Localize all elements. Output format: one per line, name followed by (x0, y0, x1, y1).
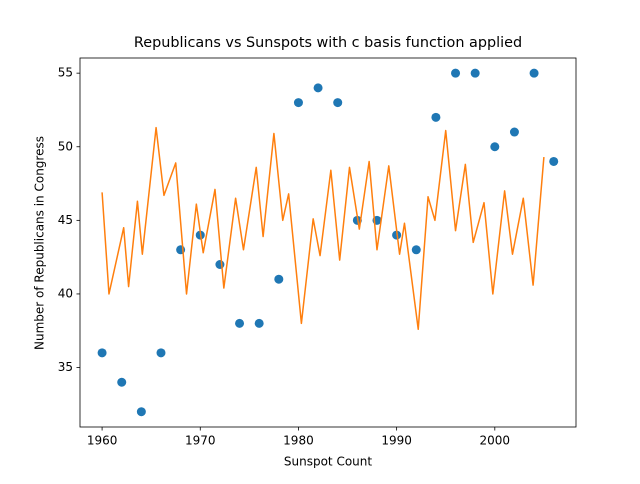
point (254, 318, 264, 328)
y-tick-label: 50 (58, 139, 73, 153)
point (97, 348, 107, 358)
x-tick-label: 2000 (480, 434, 511, 448)
y-tick-label: 55 (58, 66, 73, 80)
y-tick-label: 45 (58, 213, 73, 227)
point (274, 274, 284, 284)
point (431, 112, 441, 122)
y-tick-label: 40 (58, 286, 73, 300)
x-tick-label: 1960 (87, 434, 118, 448)
point (333, 98, 343, 108)
plot-frame (79, 57, 577, 428)
x-tick-label: 1980 (283, 434, 314, 448)
point (293, 98, 303, 108)
point (451, 68, 461, 78)
point (156, 348, 166, 358)
point (411, 245, 421, 255)
point (136, 407, 146, 417)
point (117, 377, 127, 387)
x-tick-label: 1970 (185, 434, 216, 448)
chart-title: Republicans vs Sunspots with c basis fun… (134, 35, 522, 51)
y-axis-label: Number of Republicans in Congress (33, 136, 47, 350)
point (549, 156, 559, 166)
point (490, 142, 500, 152)
point (235, 318, 245, 328)
point (509, 127, 519, 137)
x-axis-label: Sunspot Count (284, 455, 372, 469)
point (313, 83, 323, 93)
line (101, 126, 545, 331)
x-tick-label: 1990 (381, 434, 412, 448)
point (470, 68, 480, 78)
point (529, 68, 539, 78)
point (215, 260, 225, 270)
y-tick-label: 35 (58, 360, 73, 374)
